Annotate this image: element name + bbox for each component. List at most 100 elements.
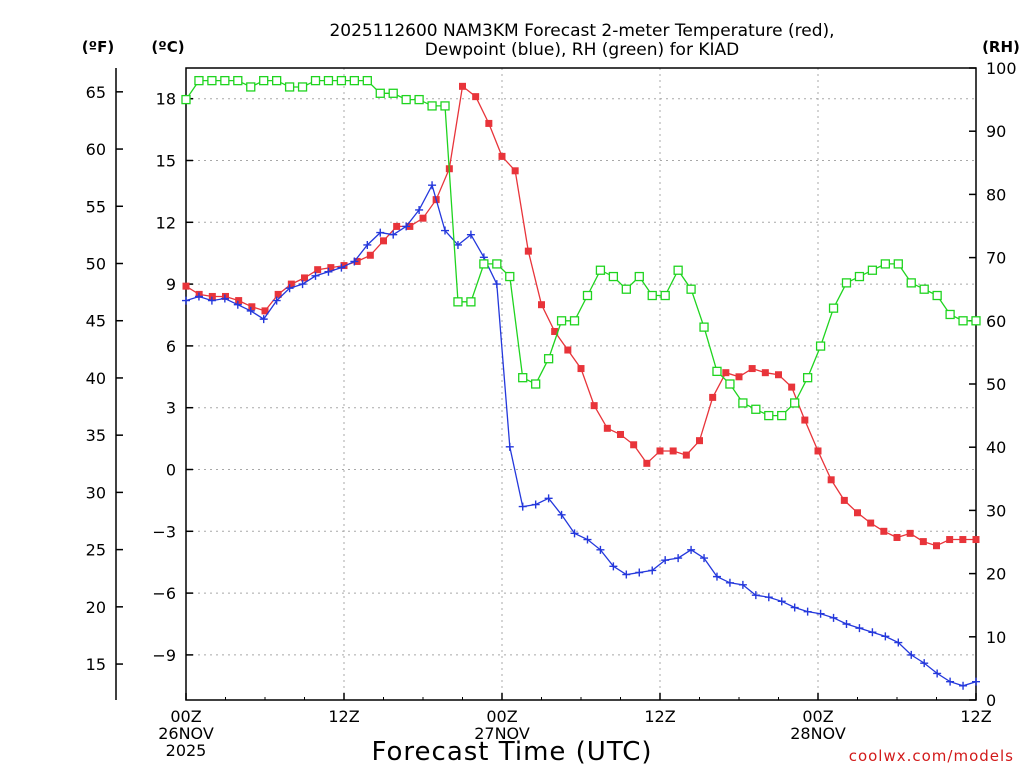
data-point-open-square — [971, 316, 981, 326]
data-point-plus — [712, 572, 721, 581]
data-point-square — [880, 527, 888, 535]
data-point-open-square — [414, 94, 424, 105]
data-point-square — [748, 365, 756, 373]
rh-tick-label: 50 — [986, 375, 1006, 394]
data-point-plus — [324, 267, 333, 276]
time-tick-label: 2025 — [166, 741, 207, 760]
data-point-plus — [415, 205, 424, 214]
fahrenheit-tick-label: 60 — [86, 140, 106, 159]
data-point-open-square — [569, 316, 580, 326]
data-point-square — [893, 533, 901, 541]
data-point-open-square — [556, 316, 567, 326]
fahrenheit-axis-ticks: 65 60 55 50 45 40 35 30 25 20 15 — [86, 83, 123, 674]
data-point-open-square — [440, 101, 450, 111]
data-point-open-square — [958, 316, 968, 326]
data-point-plus — [687, 545, 696, 554]
data-point-plus — [738, 580, 747, 589]
data-point-open-square — [543, 354, 554, 364]
data-point-open-square — [233, 75, 243, 86]
series-line — [185, 85, 976, 547]
celsius-unit-label: (ºC) — [151, 38, 184, 56]
data-point-square — [656, 447, 664, 455]
data-point-square — [248, 303, 256, 311]
celsius-tick-label: −3 — [152, 522, 176, 541]
chart-title: 2025112600 NAM3KM Forecast 2-meter Tempe… — [329, 21, 834, 60]
data-point-plus — [402, 222, 411, 231]
data-point-plus — [518, 502, 527, 511]
data-point-open-square — [492, 259, 502, 269]
data-point-square — [498, 152, 506, 160]
data-point-open-square — [777, 410, 787, 421]
data-point-open-square — [660, 290, 670, 301]
data-point-open-square — [854, 271, 865, 282]
plot-frame — [185, 67, 977, 701]
celsius-tick-label: 15 — [156, 152, 176, 171]
data-point-square — [366, 251, 374, 259]
data-point-square — [314, 266, 322, 274]
data-point-open-square — [932, 290, 942, 301]
data-point-open-square — [310, 75, 321, 86]
time-tick-label: 12Z — [960, 707, 991, 726]
data-point-plus — [816, 609, 825, 618]
data-point-open-square — [647, 290, 657, 301]
data-point-plus — [803, 607, 812, 616]
data-point-open-square — [712, 366, 722, 377]
fahrenheit-tick-label: 45 — [86, 312, 106, 331]
data-point-open-square — [634, 271, 644, 282]
data-point-square — [933, 542, 940, 550]
x-axis-title: Forecast Time (UTC) — [371, 737, 652, 767]
data-point-square — [788, 383, 796, 391]
data-point-plus — [492, 280, 501, 289]
data-point-square — [472, 93, 480, 101]
data-point-plus — [583, 535, 592, 544]
data-point-square — [419, 214, 427, 222]
chart-title-line-1: 2025112600 NAM3KM Forecast 2-meter Tempe… — [329, 21, 834, 41]
data-point-open-square — [686, 284, 696, 294]
data-point-plus — [868, 628, 877, 637]
data-point-open-square — [401, 94, 411, 105]
rh-tick-label: 80 — [986, 185, 1006, 204]
data-point-square — [946, 536, 954, 544]
data-point-square — [709, 393, 717, 401]
data-point-plus — [246, 306, 255, 315]
data-point-plus — [570, 529, 579, 538]
fahrenheit-tick-label: 30 — [86, 483, 106, 502]
data-point-plus — [285, 284, 294, 293]
rh-tick-label: 20 — [986, 565, 1006, 584]
data-point-plus — [389, 230, 398, 239]
data-point-square — [182, 282, 190, 290]
data-point-square — [511, 167, 519, 175]
data-point-square — [867, 519, 875, 527]
data-point-square — [827, 476, 835, 484]
fahrenheit-tick-label: 20 — [86, 598, 106, 617]
series-2-meter-temperature — [182, 82, 980, 550]
data-point-plus — [337, 263, 346, 272]
data-point-square — [919, 538, 927, 546]
time-tick-label: 00Z — [486, 707, 517, 726]
data-point-plus — [531, 500, 540, 509]
data-point-plus — [959, 681, 968, 690]
data-point-open-square — [673, 265, 683, 275]
time-tick-label: 12Z — [328, 707, 359, 726]
data-point-square — [761, 369, 769, 377]
data-point-square — [208, 292, 216, 300]
data-point-open-square — [272, 75, 282, 86]
data-point-plus — [609, 562, 618, 571]
data-point-plus — [661, 556, 670, 565]
data-point-plus — [674, 554, 683, 563]
rh-tick-label: 0 — [986, 691, 996, 710]
data-point-square — [524, 247, 532, 255]
data-point-plus — [311, 271, 320, 280]
data-point-plus — [972, 677, 980, 686]
data-point-square — [682, 451, 690, 459]
data-point-plus — [933, 669, 942, 678]
data-point-square — [722, 369, 730, 377]
data-point-square — [801, 416, 809, 424]
rh-tick-label: 90 — [986, 122, 1006, 141]
data-point-open-square — [841, 278, 852, 288]
data-point-open-square — [362, 75, 372, 86]
data-point-square — [327, 264, 335, 272]
data-point-open-square — [479, 259, 489, 269]
